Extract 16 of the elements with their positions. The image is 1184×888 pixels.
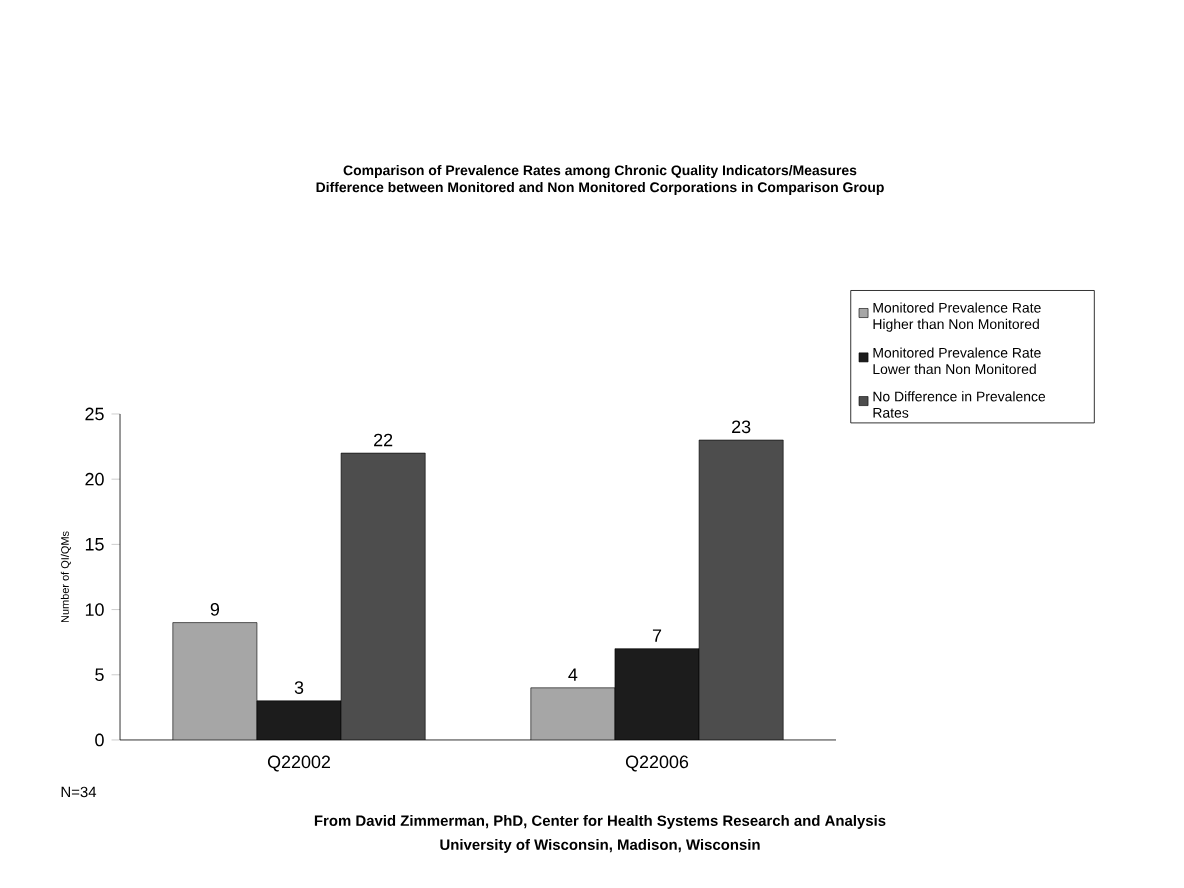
y-tick-label: 5: [95, 668, 104, 682]
data-label: 7: [652, 629, 662, 642]
data-label: 23: [732, 420, 751, 434]
x-tick-label: Q22002: [267, 755, 331, 772]
y-tick-label: 25: [85, 407, 104, 421]
y-tick-label: 20: [85, 472, 104, 486]
y-tick-label: 10: [85, 603, 104, 616]
data-label: 3: [294, 681, 304, 694]
data-label: 22: [374, 433, 393, 447]
data-label: 9: [210, 602, 220, 616]
data-label: 4: [568, 668, 578, 681]
y-tick-label: 0: [95, 733, 104, 747]
y-tick-label: 15: [85, 538, 104, 551]
bar: [698, 439, 784, 740]
bar: [340, 452, 426, 740]
x-tick-label: Q22006: [625, 755, 689, 772]
